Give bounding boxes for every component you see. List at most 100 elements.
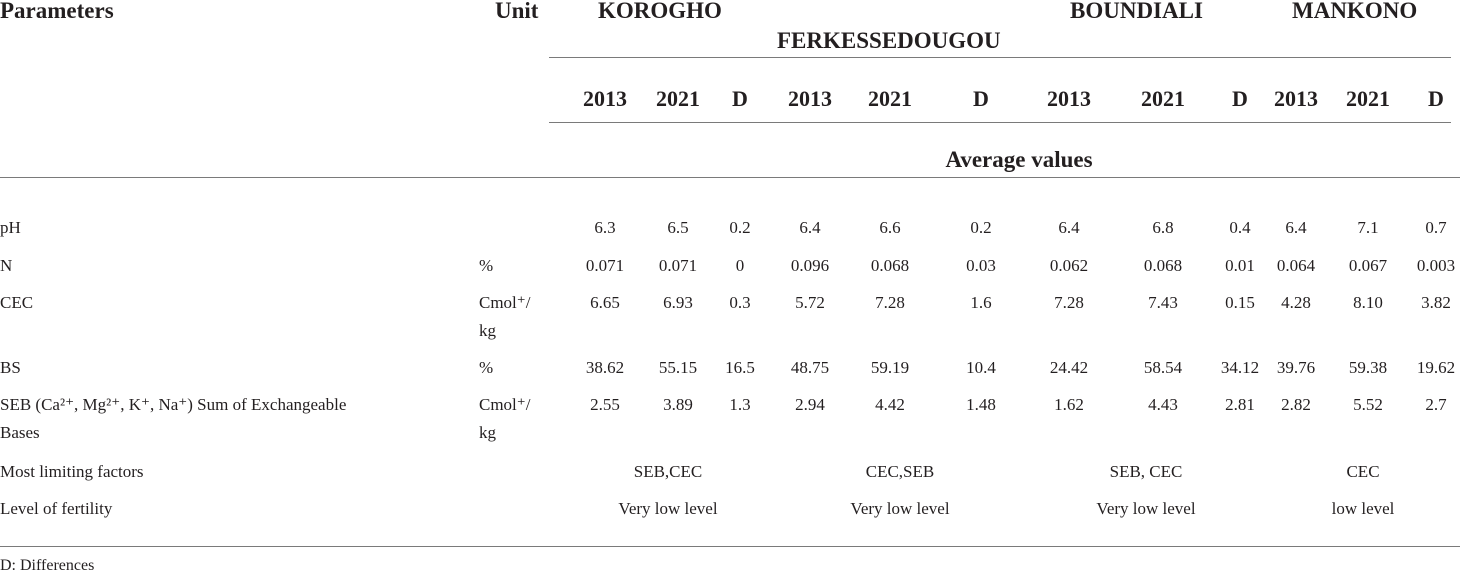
table-cell: 0.15 bbox=[1225, 293, 1255, 312]
table-cell: 0.7 bbox=[1425, 218, 1447, 237]
header-region-ferkessedougou: FERKESSEDOUGOU bbox=[777, 28, 1001, 53]
header-average-values: Average values bbox=[945, 147, 1093, 172]
limiting-factor-cell: CEC bbox=[1346, 462, 1380, 481]
table-cell: 59.19 bbox=[870, 358, 910, 377]
table-cell: 38.62 bbox=[585, 358, 625, 377]
table-cell: 0.068 bbox=[870, 256, 910, 275]
row-unit: Cmol⁺/ bbox=[479, 395, 531, 414]
table-cell: 3.89 bbox=[663, 395, 693, 414]
header-subcolumn: D bbox=[973, 86, 989, 111]
row-unit-continued: kg bbox=[479, 321, 496, 340]
row-parameter: CEC bbox=[0, 293, 34, 312]
table-cell: 58.54 bbox=[1143, 358, 1183, 377]
table-cell: 0.071 bbox=[585, 256, 625, 275]
table-cell: 4.43 bbox=[1148, 395, 1178, 414]
table-cell: 0 bbox=[735, 256, 745, 275]
header-subcolumn: 2013 bbox=[583, 86, 627, 111]
fertility-level-cell: Very low level bbox=[618, 499, 718, 518]
table-cell: 0.2 bbox=[729, 218, 751, 237]
table-cell: 48.75 bbox=[790, 358, 830, 377]
row-parameter: N bbox=[0, 256, 13, 275]
header-region-korogho: KOROGHO bbox=[598, 0, 722, 23]
header-subcolumn: 2013 bbox=[1274, 86, 1318, 111]
fertility-level-cell: Very low level bbox=[850, 499, 950, 518]
header-subcolumn: D bbox=[1232, 86, 1248, 111]
header-unit: Unit bbox=[495, 0, 539, 23]
header-subcolumn: 2013 bbox=[1047, 86, 1091, 111]
table-cell: 6.3 bbox=[594, 218, 616, 237]
row-unit: Cmol⁺/ bbox=[479, 293, 531, 312]
table-cell: 0.2 bbox=[970, 218, 992, 237]
table-cell: 55.15 bbox=[658, 358, 698, 377]
header-parameters: Parameters bbox=[0, 0, 114, 23]
table-cell: 10.4 bbox=[966, 358, 996, 377]
table-bottom-rule bbox=[0, 546, 1460, 547]
header-subcolumn: 2021 bbox=[1141, 86, 1185, 111]
table-cell: 0.003 bbox=[1416, 256, 1456, 275]
row-unit-continued: kg bbox=[479, 423, 496, 442]
table-cell: 2.94 bbox=[795, 395, 825, 414]
row-unit: % bbox=[479, 256, 494, 275]
header-subcolumn: 2021 bbox=[868, 86, 912, 111]
table-cell: 0.067 bbox=[1348, 256, 1388, 275]
table-cell: 1.48 bbox=[966, 395, 996, 414]
footnote: D: Differences bbox=[0, 557, 95, 574]
limiting-factor-cell: SEB, CEC bbox=[1109, 462, 1183, 481]
table-cell: 16.5 bbox=[725, 358, 755, 377]
table-cell: 6.6 bbox=[879, 218, 901, 237]
header-rule-bottom bbox=[0, 177, 1460, 178]
header-rule-years bbox=[549, 122, 1451, 123]
table-cell: 6.4 bbox=[1058, 218, 1080, 237]
header-subcolumn: D bbox=[1428, 86, 1444, 111]
table-cell: 0.071 bbox=[658, 256, 698, 275]
table-cell: 0.062 bbox=[1049, 256, 1089, 275]
table-cell: 4.28 bbox=[1281, 293, 1311, 312]
table-cell: 6.93 bbox=[663, 293, 693, 312]
table-cell: 3.82 bbox=[1421, 293, 1451, 312]
fertility-level-cell: low level bbox=[1331, 499, 1395, 518]
table-cell: 6.5 bbox=[667, 218, 689, 237]
row-parameter: BS bbox=[0, 358, 21, 377]
table-cell: 4.42 bbox=[875, 395, 905, 414]
table-cell: 0.064 bbox=[1276, 256, 1316, 275]
table-cell: 1.62 bbox=[1054, 395, 1084, 414]
table-cell: 2.55 bbox=[590, 395, 620, 414]
limiting-factor-cell: SEB,CEC bbox=[633, 462, 703, 481]
table-cell: 7.43 bbox=[1148, 293, 1178, 312]
table-cell: 1.6 bbox=[970, 293, 992, 312]
header-subcolumn: 2021 bbox=[656, 86, 700, 111]
table-cell: 6.65 bbox=[590, 293, 620, 312]
table-cell: 0.03 bbox=[966, 256, 996, 275]
limiting-factor-cell: CEC,SEB bbox=[865, 462, 935, 481]
row-parameter: Level of fertility bbox=[0, 499, 113, 518]
header-subcolumn: 2021 bbox=[1346, 86, 1390, 111]
row-unit: % bbox=[479, 358, 494, 377]
table-cell: 8.10 bbox=[1353, 293, 1383, 312]
row-parameter: pH bbox=[0, 218, 21, 237]
table-cell: 2.81 bbox=[1225, 395, 1255, 414]
header-subcolumn: D bbox=[732, 86, 748, 111]
header-region-boundiali: BOUNDIALI bbox=[1070, 0, 1203, 23]
row-parameter-continued: Bases bbox=[0, 423, 40, 442]
table-cell: 6.4 bbox=[1285, 218, 1307, 237]
table-cell: 2.82 bbox=[1281, 395, 1311, 414]
header-rule-regions bbox=[549, 57, 1451, 58]
table-cell: 0.068 bbox=[1143, 256, 1183, 275]
table-cell: 19.62 bbox=[1416, 358, 1456, 377]
table-cell: 1.3 bbox=[729, 395, 751, 414]
table-cell: 0.3 bbox=[729, 293, 751, 312]
table-cell: 6.8 bbox=[1152, 218, 1174, 237]
fertility-level-cell: Very low level bbox=[1096, 499, 1196, 518]
table-cell: 59.38 bbox=[1348, 358, 1388, 377]
row-parameter: Most limiting factors bbox=[0, 462, 144, 481]
table-cell: 7.28 bbox=[875, 293, 905, 312]
table-cell: 0.096 bbox=[790, 256, 830, 275]
table-cell: 5.72 bbox=[795, 293, 825, 312]
table-cell: 7.28 bbox=[1054, 293, 1084, 312]
row-parameter: SEB (Ca²⁺, Mg²⁺, K⁺, Na⁺) Sum of Exchang… bbox=[0, 395, 347, 414]
table-cell: 0.4 bbox=[1229, 218, 1251, 237]
table-cell: 24.42 bbox=[1049, 358, 1089, 377]
table-cell: 34.12 bbox=[1220, 358, 1260, 377]
table-cell: 6.4 bbox=[799, 218, 821, 237]
header-region-mankono: MANKONO bbox=[1292, 0, 1418, 23]
